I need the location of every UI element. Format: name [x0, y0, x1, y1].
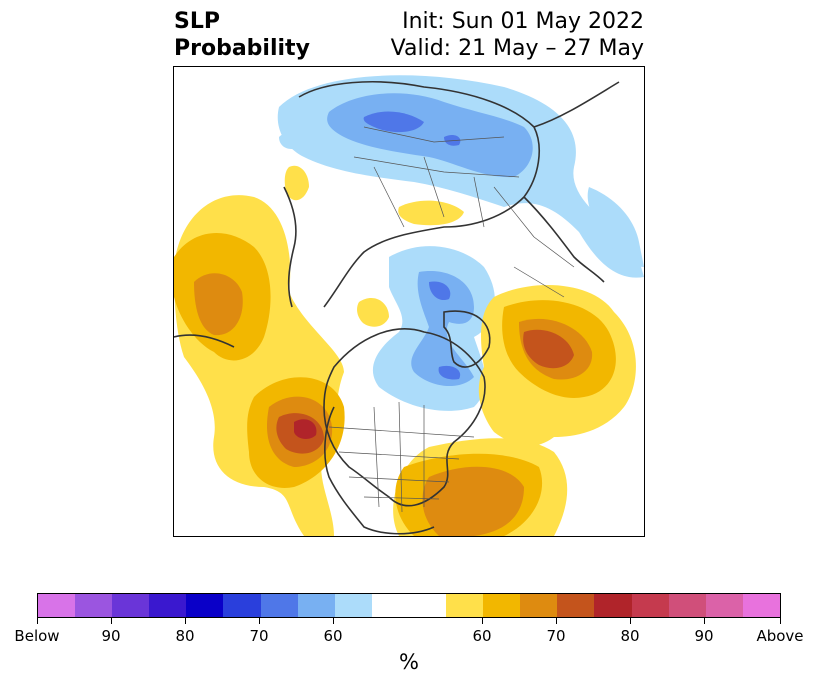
colorbar-swatch: [520, 594, 558, 617]
title-variable: SLP: [174, 9, 220, 34]
colorbar-tick-label: 60: [323, 627, 343, 645]
colorbar-swatch: [112, 594, 150, 617]
above-normal-shading: [174, 165, 636, 536]
colorbar-tick-label: 90: [101, 627, 121, 645]
colorbar-tick-label: Below: [14, 627, 60, 645]
colorbar-tick-label: 70: [546, 627, 566, 645]
title-left: SLP Probability: [174, 8, 310, 62]
colorbar-tick: [37, 618, 38, 624]
colorbar-swatch: [260, 594, 298, 617]
colorbar-tick-label: 80: [620, 627, 640, 645]
colorbar-tick: [259, 618, 260, 624]
colorbar-tick: [333, 618, 334, 624]
colorbar-swatch: [297, 594, 335, 617]
colorbar-swatch: [705, 594, 743, 617]
colorbar-tick: [630, 618, 631, 624]
map-canvas: [174, 75, 644, 536]
below-normal-shading: [277, 75, 644, 411]
colorbar-swatch: [186, 594, 224, 617]
colorbar-swatch: [149, 594, 187, 617]
colorbar-tick: [185, 618, 186, 624]
colorbar: [37, 593, 781, 618]
colorbar-tick-label: Above: [756, 627, 804, 645]
colorbar-swatch: [446, 594, 484, 617]
coastlines: [174, 81, 620, 535]
colorbar-tick-label: 70: [249, 627, 269, 645]
colorbar-swatch: [557, 594, 595, 617]
colorbar-swatch: [668, 594, 706, 617]
colorbar-tick-label: 80: [175, 627, 195, 645]
colorbar-swatch: [594, 594, 632, 617]
colorbar-tick: [556, 618, 557, 624]
title-right: Init: Sun 01 May 2022 Valid: 21 May – 27…: [391, 8, 644, 62]
colorbar-tick: [111, 618, 112, 624]
colorbar-swatch: [631, 594, 669, 617]
init-date: Init: Sun 01 May 2022: [402, 9, 644, 34]
colorbar-swatch: [742, 594, 780, 617]
country-borders: [328, 126, 575, 513]
title-product: Probability: [174, 36, 310, 61]
colorbar-swatch: [371, 594, 447, 617]
probability-map: [173, 66, 645, 537]
colorbar-tick: [780, 618, 781, 624]
colorbar-tick: [704, 618, 705, 624]
colorbar-tick-label: 60: [472, 627, 492, 645]
colorbar-tick: [482, 618, 483, 624]
colorbar-swatch: [38, 594, 76, 617]
colorbar-tick-label: 90: [694, 627, 714, 645]
valid-range: Valid: 21 May – 27 May: [390, 36, 644, 61]
colorbar-swatch: [334, 594, 372, 617]
colorbar-unit-label: %: [399, 650, 419, 674]
colorbar-swatch: [483, 594, 521, 617]
colorbar-swatch: [75, 594, 113, 617]
colorbar-swatch: [223, 594, 261, 617]
